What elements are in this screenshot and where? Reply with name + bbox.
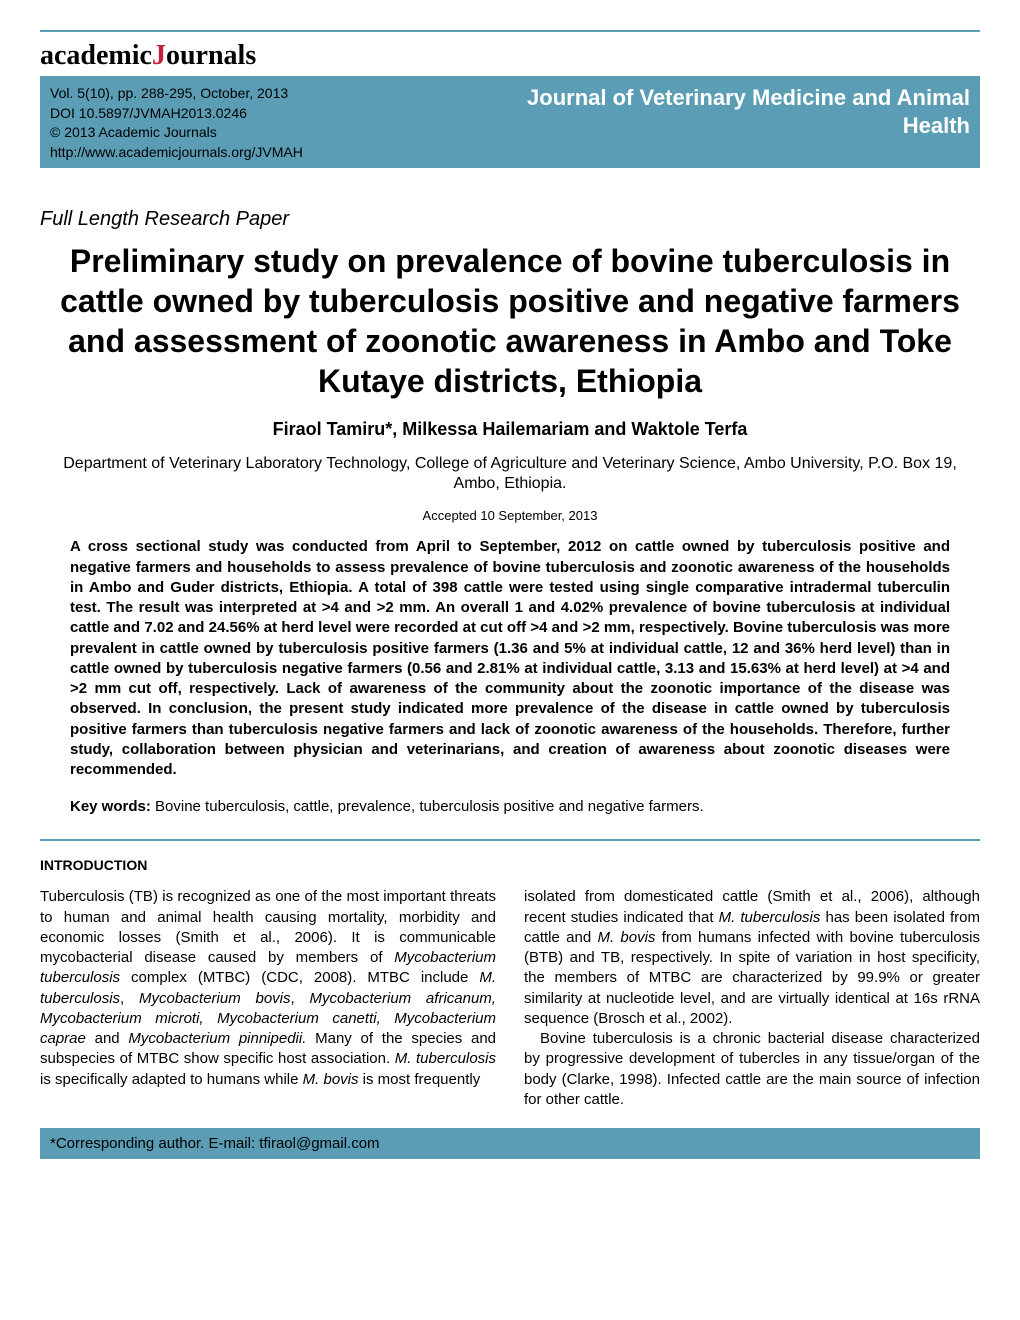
corresponding-label: *Corresponding author. E-mail: <box>50 1135 259 1152</box>
authors: Firaol Tamiru*, Milkessa Hailemariam and… <box>40 419 980 440</box>
t: , <box>291 990 310 1007</box>
intro-para-right-2: Bovine tuberculosis is a chronic bacteri… <box>524 1029 980 1110</box>
journal-name-l2: Health <box>527 112 970 140</box>
t: M. tuberculosis <box>395 1050 496 1067</box>
journal-name: Journal of Veterinary Medicine and Anima… <box>527 84 970 162</box>
t: M. bovis <box>303 1071 359 1088</box>
section-rule <box>40 839 980 841</box>
t: Mycobacterium bovis <box>139 990 291 1007</box>
logo-journals: ournals <box>166 40 256 71</box>
info-band: Vol. 5(10), pp. 288-295, October, 2013 D… <box>40 76 980 168</box>
abstract: A cross sectional study was conducted fr… <box>70 537 950 780</box>
logo-j: J <box>152 40 166 71</box>
publisher-logo: academicJournals <box>40 40 980 72</box>
copyright-line: © 2013 Academic Journals <box>50 123 303 143</box>
top-rule <box>40 30 980 32</box>
keywords: Key words: Bovine tuberculosis, cattle, … <box>70 798 950 815</box>
corresponding-band: *Corresponding author. E-mail: tfiraol@g… <box>40 1128 980 1159</box>
t: is most frequently <box>359 1071 481 1088</box>
t: M. bovis <box>597 929 655 946</box>
intro-para-left: Tuberculosis (TB) is recognized as one o… <box>40 887 496 1090</box>
journal-name-l1: Journal of Veterinary Medicine and Anima… <box>527 84 970 112</box>
t: and <box>86 1030 129 1047</box>
issue-info: Vol. 5(10), pp. 288-295, October, 2013 D… <box>50 84 303 162</box>
volume-line: Vol. 5(10), pp. 288-295, October, 2013 <box>50 84 303 104</box>
corresponding-email: tfiraol@gmail.com <box>259 1135 379 1152</box>
accepted-date: Accepted 10 September, 2013 <box>40 508 980 523</box>
keywords-label: Key words: <box>70 798 151 815</box>
affiliation: Department of Veterinary Laboratory Tech… <box>40 454 980 494</box>
paper-type: Full Length Research Paper <box>40 208 980 231</box>
doi-line: DOI 10.5897/JVMAH2013.0246 <box>50 104 303 124</box>
url-line: http://www.academicjournals.org/JVMAH <box>50 143 303 163</box>
logo-academic: academic <box>40 40 152 71</box>
t: , <box>120 990 139 1007</box>
t: Mycobacterium pinnipedii. <box>128 1030 306 1047</box>
t: M. tuberculosis <box>719 909 821 926</box>
t: is specifically adapted to humans while <box>40 1071 303 1088</box>
right-column: isolated from domesticated cattle (Smith… <box>524 887 980 1110</box>
intro-heading: INTRODUCTION <box>40 857 980 873</box>
paper-title: Preliminary study on prevalence of bovin… <box>40 241 980 401</box>
intro-para-right-1: isolated from domesticated cattle (Smith… <box>524 887 980 1029</box>
left-column: Tuberculosis (TB) is recognized as one o… <box>40 887 496 1110</box>
keywords-text: Bovine tuberculosis, cattle, prevalence,… <box>151 798 704 815</box>
t: complex (MTBC) (CDC, 2008). MTBC include <box>120 969 479 986</box>
body-columns: Tuberculosis (TB) is recognized as one o… <box>40 887 980 1110</box>
